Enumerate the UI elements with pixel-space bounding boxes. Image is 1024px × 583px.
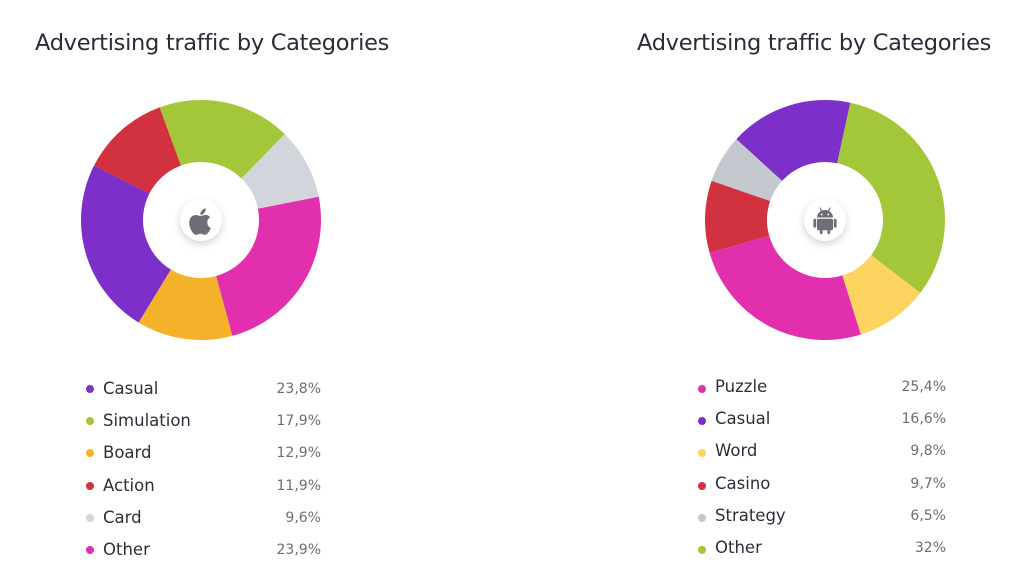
slice-word (842, 255, 921, 335)
legend-value: 25,4% (901, 379, 946, 395)
apple-icon (189, 208, 211, 235)
legend-value: 9,8% (910, 443, 946, 460)
legend-swatch (86, 481, 94, 490)
legend-value: 6,5% (910, 507, 946, 524)
legend-label: Casual (103, 379, 159, 398)
legend-item: Casual 16,6% (698, 404, 946, 436)
legend-swatch (86, 385, 94, 393)
legend-label: Simulation (103, 411, 191, 431)
slice-other (837, 102, 946, 293)
legend-swatch (698, 417, 706, 426)
slice-simulation (159, 99, 285, 179)
legend-swatch (86, 545, 94, 554)
legend-item: Casual 23,8% (86, 372, 321, 404)
slice-casino (704, 180, 771, 253)
legend-value: 23,8% (276, 381, 321, 397)
legend-swatch (86, 449, 94, 458)
slice-board (138, 269, 233, 341)
legend-item: Card 9,6% (86, 501, 321, 533)
legend-swatch (698, 545, 706, 554)
legend-label: Other (103, 539, 150, 559)
legend-label: Puzzle (715, 377, 768, 396)
legend-swatch (698, 449, 706, 458)
slice-puzzle (709, 235, 861, 340)
slice-other (216, 196, 322, 336)
legend-item: Word 9,8% (698, 436, 946, 468)
legend-value: 11,9% (276, 477, 321, 494)
legend-label: Word (715, 441, 758, 461)
legend-swatch (698, 481, 706, 490)
legend-value: 17,9% (276, 413, 321, 430)
legend-label: Casino (715, 473, 771, 493)
donut-chart (704, 99, 946, 340)
legend-swatch (698, 385, 706, 393)
legend-item: Other 32% (698, 533, 946, 565)
legend-item: Puzzle 25,4% (698, 372, 946, 404)
chart-title: Advertising traffic by Categories (35, 30, 390, 56)
legend-value: 23,9% (276, 541, 321, 558)
slice-casual (736, 99, 851, 181)
legend-item: Board 12,9% (86, 436, 321, 468)
legend-item: Casino 9,7% (698, 469, 946, 501)
legend-label: Casual (715, 409, 771, 429)
donut-chart (81, 99, 322, 341)
legend-item: Other 23,9% (86, 533, 321, 565)
legend-swatch (86, 417, 94, 426)
chart-panel-android: Advertising traffic by Categories Puzzle… (512, 0, 1024, 583)
legend-label: Action (103, 475, 155, 495)
slice-casual (81, 165, 171, 323)
legend-item: Action 11,9% (86, 469, 321, 501)
legend-value: 9,6% (285, 509, 321, 526)
chart-legend: Casual 23,8% Simulation 17,9% Board 12,9% A… (86, 372, 321, 565)
legend-value: 16,6% (901, 411, 946, 428)
slice-action (94, 107, 182, 194)
chart-title: Advertising traffic by Categories (637, 30, 992, 56)
legend-value: 12,9% (276, 445, 321, 462)
legend-label: Strategy (715, 505, 786, 525)
legend-label: Card (103, 507, 142, 527)
android-icon (813, 207, 837, 235)
chart-panel-ios: Advertising traffic by Categories Casual… (35, 30, 390, 565)
legend-value: 9,7% (910, 475, 946, 492)
legend-value: 32% (914, 539, 946, 556)
slice-strategy (711, 139, 783, 202)
legend-label: Board (103, 443, 152, 463)
slice-card (241, 134, 319, 209)
legend-swatch (86, 513, 94, 522)
legend-label: Other (715, 537, 762, 557)
legend-item: Simulation 17,9% (86, 404, 321, 436)
legend-item: Strategy 6,5% (698, 501, 946, 533)
chart-legend: Puzzle 25,4% Casual 16,6% Word 9,8% Casino 9… (698, 372, 946, 565)
legend-swatch (698, 513, 706, 522)
